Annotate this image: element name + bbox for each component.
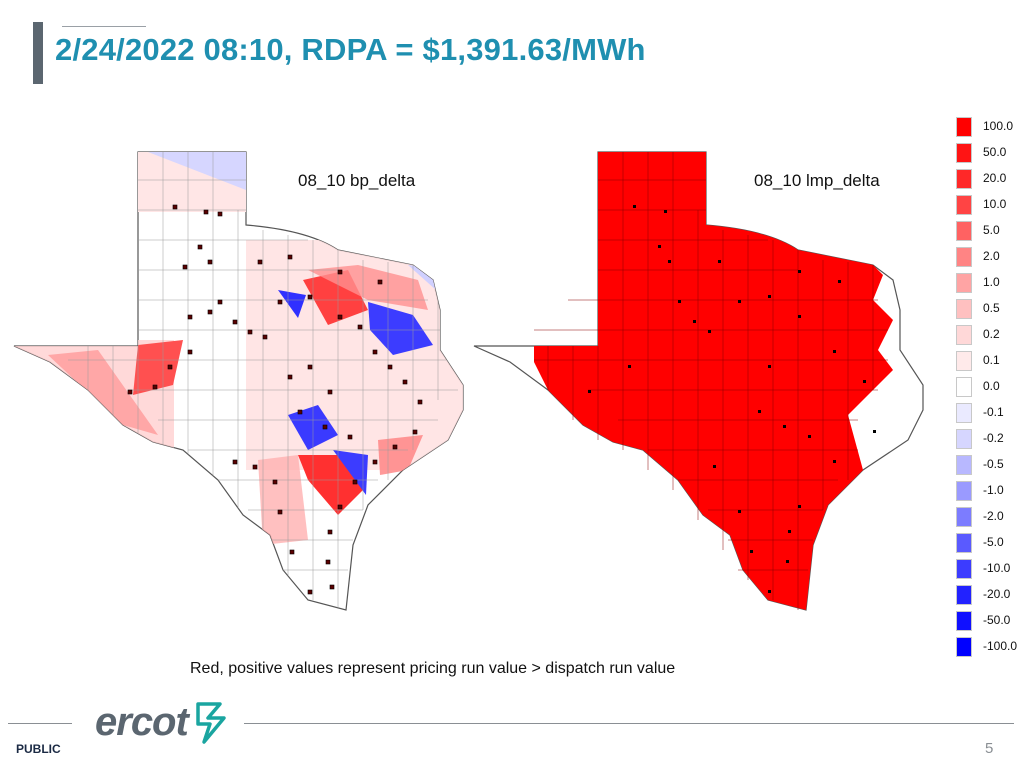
legend-label: -20.0	[983, 587, 1011, 601]
legend-label: 0.0	[983, 379, 1000, 393]
legend-swatch	[956, 299, 972, 319]
ercot-logo-mark-icon	[196, 702, 226, 744]
legend-swatch	[956, 221, 972, 241]
ercot-logo: ercot	[95, 700, 189, 744]
bp-delta-overlay	[14, 152, 463, 545]
page-number: 5	[985, 740, 994, 757]
legend-label: -50.0	[983, 613, 1011, 627]
footer-rule-right	[244, 723, 1014, 724]
legend-label: -0.2	[983, 431, 1004, 445]
lmp-delta-nodes	[588, 205, 876, 593]
legend-swatch	[956, 533, 972, 553]
legend-swatch	[956, 351, 972, 371]
legend-label: 2.0	[983, 249, 1000, 263]
legend-label: -2.0	[983, 509, 1004, 523]
legend-label: -0.5	[983, 457, 1004, 471]
legend-swatch	[956, 455, 972, 475]
legend-label: 1.0	[983, 275, 1000, 289]
legend-swatch	[956, 429, 972, 449]
legend-label: 100.0	[983, 119, 1014, 133]
legend-label: -10.0	[983, 561, 1011, 575]
legend-swatch	[956, 481, 972, 501]
legend-swatch	[956, 637, 972, 657]
legend-swatch	[956, 247, 972, 267]
legend-label: -5.0	[983, 535, 1004, 549]
lmp-delta-fill	[534, 152, 893, 610]
legend-swatch	[956, 195, 972, 215]
legend-label: 0.5	[983, 301, 1000, 315]
legend-label: -100.0	[983, 639, 1018, 653]
legend-label: 20.0	[983, 171, 1007, 185]
county-grid-left	[68, 152, 458, 610]
legend-swatch	[956, 143, 972, 163]
map-label-bp-delta: 08_10 bp_delta	[298, 171, 416, 190]
legend-swatch	[956, 611, 972, 631]
county-grid-right	[534, 152, 888, 610]
legend-swatch	[956, 117, 972, 137]
map-lmp-delta	[473, 151, 924, 611]
legend-swatch	[956, 325, 972, 345]
legend-swatch	[956, 559, 972, 579]
legend-label: 0.2	[983, 327, 1000, 341]
legend-label: -0.1	[983, 405, 1004, 419]
footer-rule-left	[8, 723, 72, 724]
footer-classification: PUBLIC	[16, 742, 61, 756]
legend-swatch	[956, 169, 972, 189]
legend-swatch	[956, 377, 972, 397]
title-top-rule	[62, 26, 146, 27]
map-bp-delta	[13, 151, 464, 611]
bp-delta-nodes	[127, 204, 423, 595]
map-label-lmp-delta: 08_10 lmp_delta	[754, 171, 880, 190]
legend-swatch	[956, 273, 972, 293]
legend-swatch	[956, 507, 972, 527]
title-accent-bar	[33, 22, 43, 84]
legend-swatch	[956, 403, 972, 423]
caption-text: Red, positive values represent pricing r…	[190, 660, 676, 677]
legend-swatch	[956, 585, 972, 605]
slide-title: 2/24/2022 08:10, RDPA = $1,391.63/MWh	[55, 32, 646, 67]
legend-label: 10.0	[983, 197, 1007, 211]
legend-label: 0.1	[983, 353, 1000, 367]
legend-label: 5.0	[983, 223, 1000, 237]
legend-label: -1.0	[983, 483, 1004, 497]
legend-label: 50.0	[983, 145, 1007, 159]
